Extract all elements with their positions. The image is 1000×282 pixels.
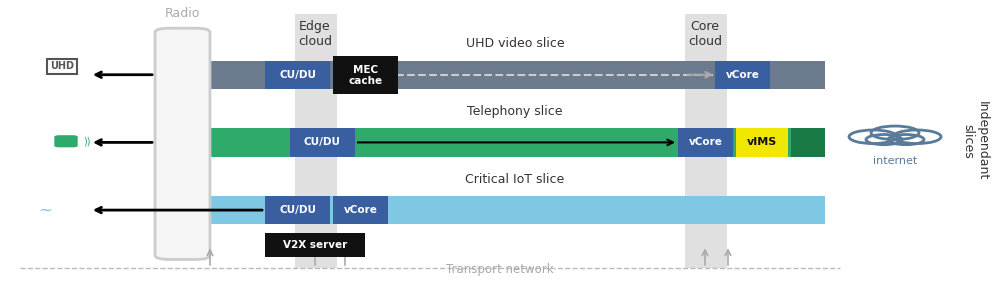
- Text: ~: ~: [38, 201, 52, 219]
- Text: UHD: UHD: [50, 61, 74, 71]
- Text: CU/DU: CU/DU: [279, 70, 316, 80]
- FancyBboxPatch shape: [685, 14, 727, 268]
- FancyBboxPatch shape: [791, 128, 825, 157]
- Text: vCore: vCore: [726, 70, 759, 80]
- Text: Edge
cloud: Edge cloud: [298, 20, 332, 48]
- Text: CU/DU: CU/DU: [279, 205, 316, 215]
- Text: Radio: Radio: [165, 7, 200, 20]
- Text: Telephony slice: Telephony slice: [467, 105, 563, 118]
- Text: V2X server: V2X server: [283, 240, 347, 250]
- FancyBboxPatch shape: [265, 233, 365, 257]
- FancyBboxPatch shape: [265, 196, 330, 224]
- Text: vIMS: vIMS: [747, 137, 777, 147]
- FancyBboxPatch shape: [295, 14, 337, 268]
- Text: vCore: vCore: [689, 137, 722, 147]
- FancyBboxPatch shape: [55, 136, 77, 147]
- FancyBboxPatch shape: [290, 128, 355, 157]
- FancyBboxPatch shape: [736, 128, 788, 157]
- Text: Transport network: Transport network: [446, 263, 554, 276]
- Text: vCore: vCore: [344, 205, 377, 215]
- FancyBboxPatch shape: [333, 196, 388, 224]
- FancyBboxPatch shape: [715, 61, 770, 89]
- Text: Critical IoT slice: Critical IoT slice: [465, 173, 565, 186]
- Text: internet: internet: [873, 156, 917, 166]
- FancyBboxPatch shape: [155, 28, 210, 259]
- FancyBboxPatch shape: [155, 128, 825, 157]
- Text: CU/DU: CU/DU: [304, 137, 341, 147]
- Text: MEC
cache: MEC cache: [348, 65, 383, 86]
- FancyBboxPatch shape: [265, 61, 330, 89]
- FancyBboxPatch shape: [678, 128, 733, 157]
- FancyBboxPatch shape: [155, 61, 825, 89]
- Text: Core
cloud: Core cloud: [688, 20, 722, 48]
- Text: Independant
slices: Independant slices: [961, 101, 989, 181]
- Text: )): )): [83, 136, 90, 146]
- FancyBboxPatch shape: [155, 196, 825, 224]
- Text: UHD video slice: UHD video slice: [466, 37, 564, 50]
- FancyBboxPatch shape: [333, 56, 398, 94]
